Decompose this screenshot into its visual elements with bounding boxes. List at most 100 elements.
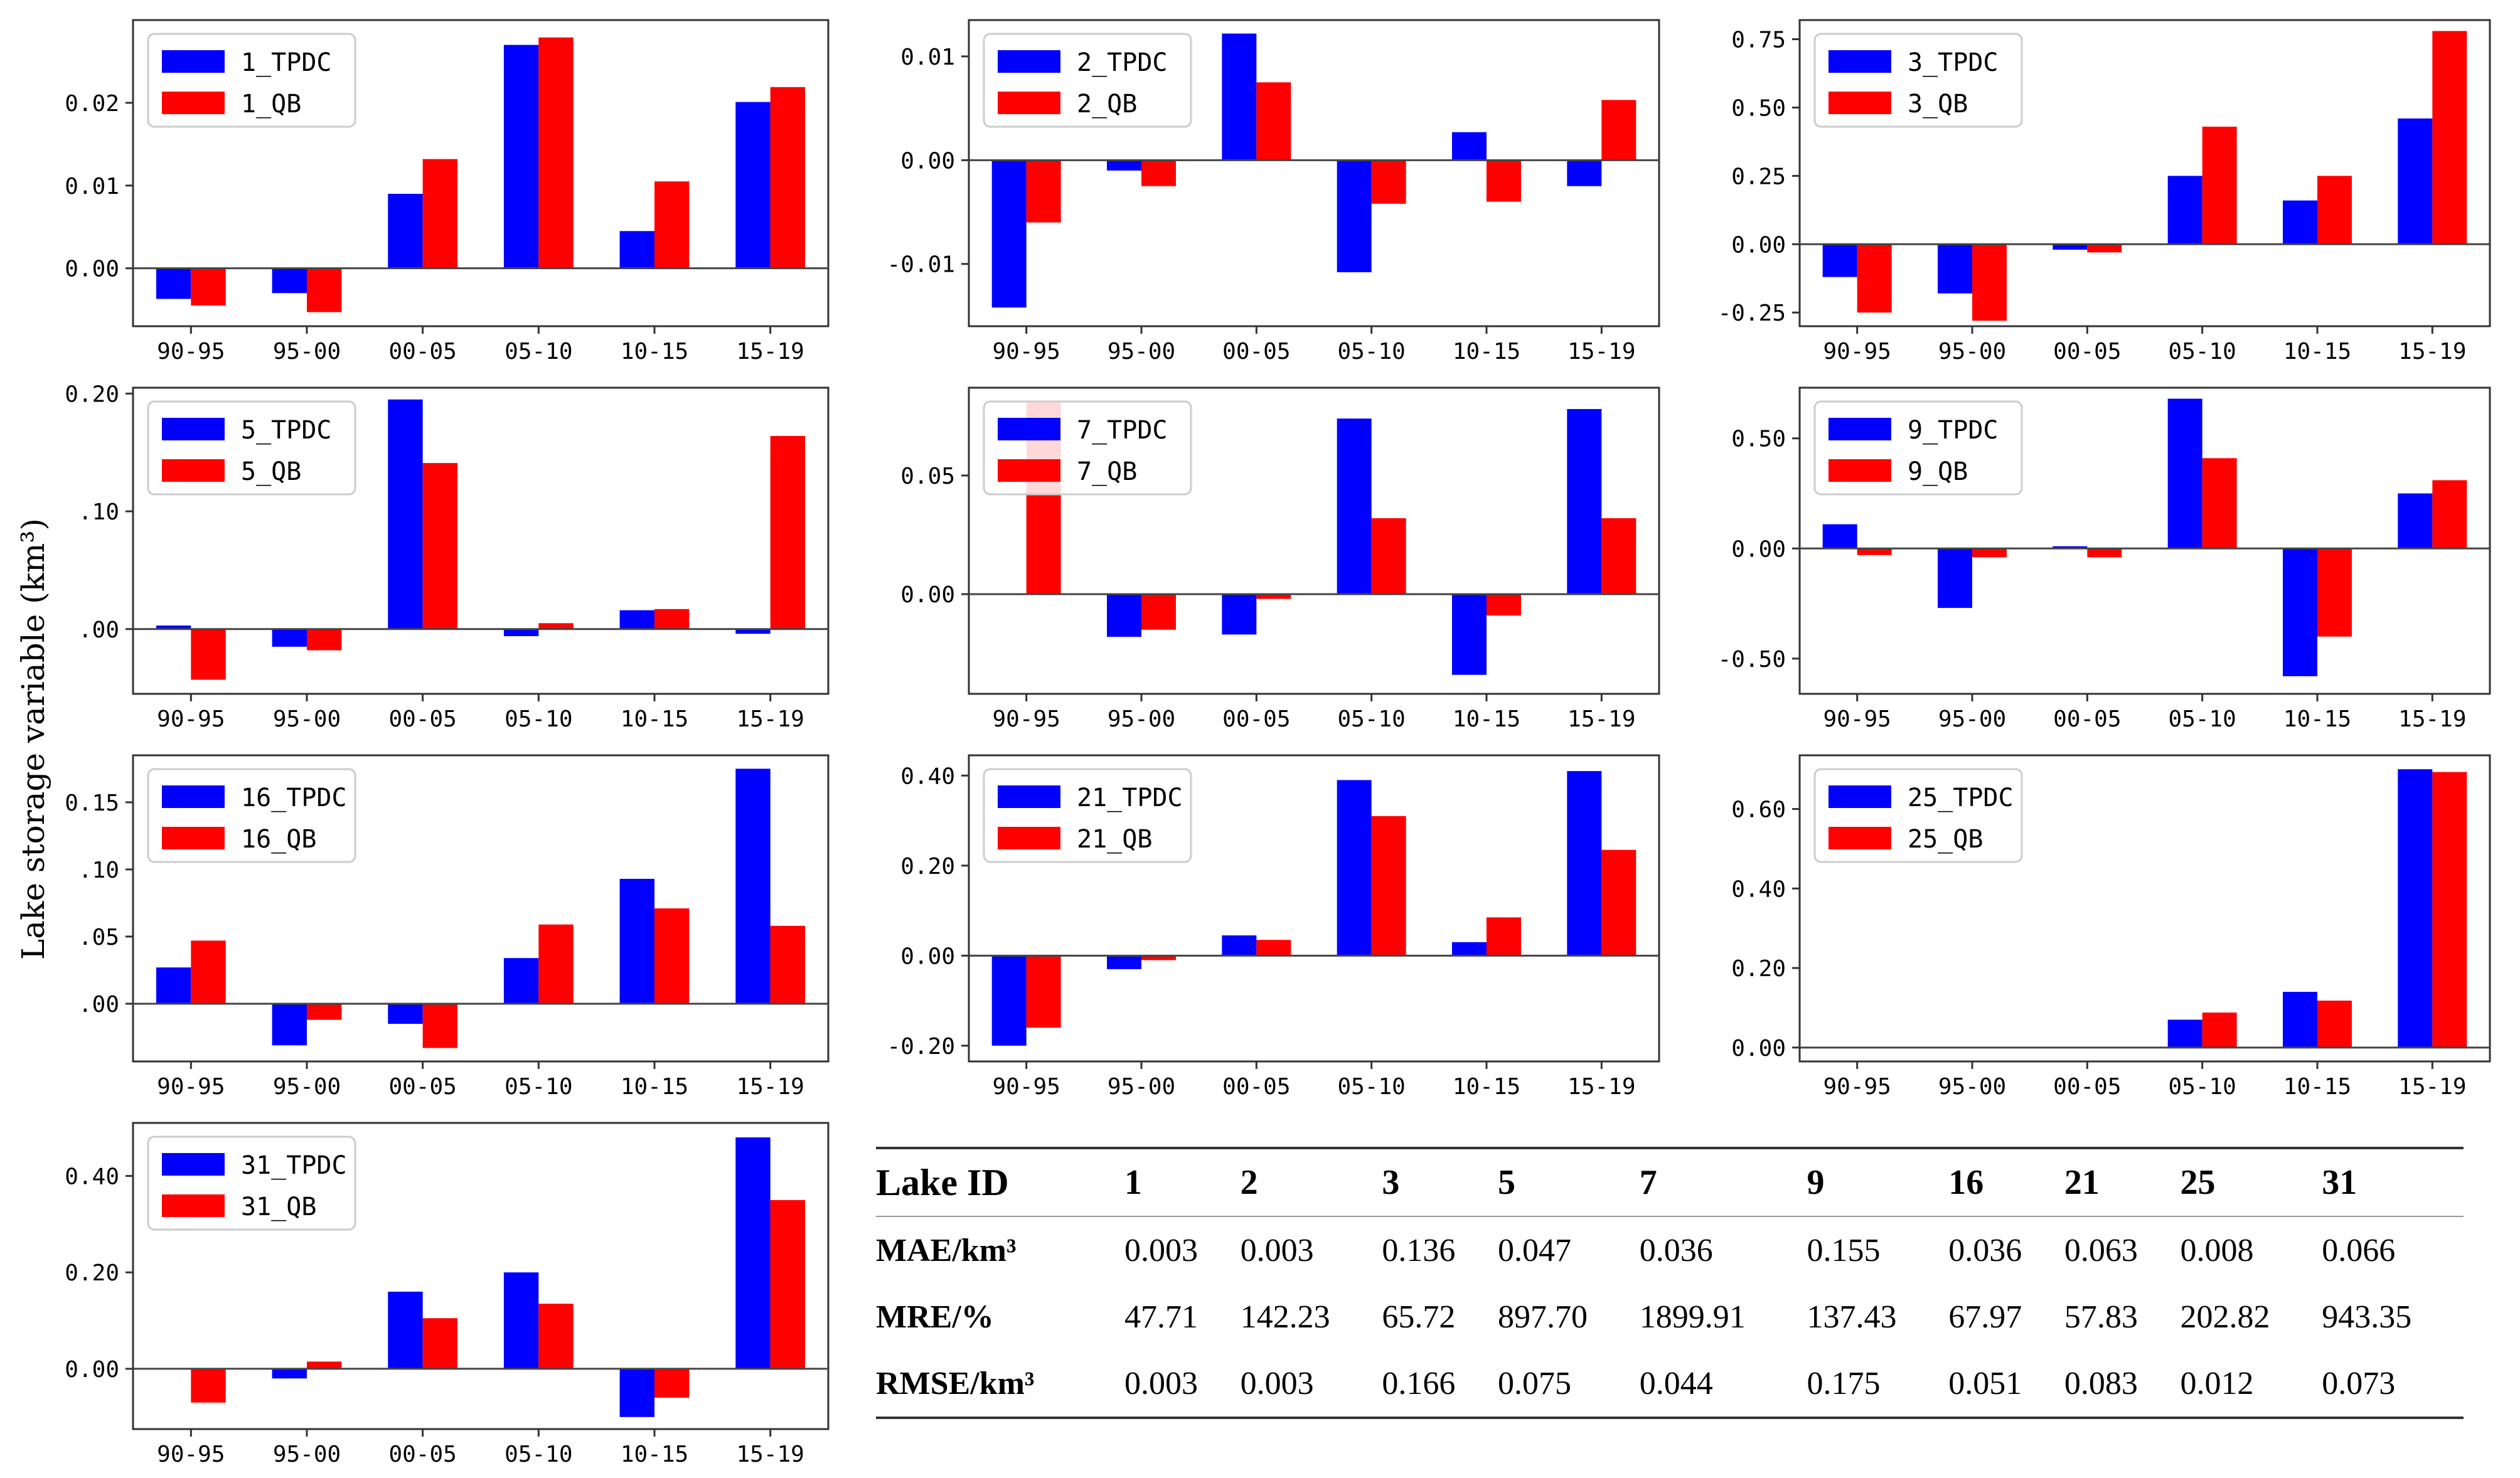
lake-id-header: 31 xyxy=(2322,1163,2357,1202)
x-tick-label: 90-95 xyxy=(992,1074,1060,1100)
bar-31_QB-15-19 xyxy=(770,1199,806,1369)
y-tick-label: 0.75 xyxy=(1731,28,1786,53)
x-tick-label: 10-15 xyxy=(621,1074,688,1100)
bar-31_QB-95-00 xyxy=(307,1361,342,1369)
bar-5_TPDC-10-15 xyxy=(619,610,654,629)
x-tick-label: 90-95 xyxy=(157,1442,225,1467)
x-tick-label: 95-00 xyxy=(273,706,341,732)
bar-25_QB-10-15 xyxy=(2317,1001,2352,1048)
x-tick-label: 95-00 xyxy=(1108,1074,1175,1100)
legend-label: 5_QB xyxy=(241,457,301,486)
y-tick-label: .00 xyxy=(78,992,119,1018)
y-tick-label: .00 xyxy=(78,617,119,643)
y-tick-label: 0.20 xyxy=(65,1260,119,1286)
legend-swatch xyxy=(998,785,1060,808)
plot-frame xyxy=(1798,19,2491,327)
x-tick-label: 00-05 xyxy=(1222,706,1290,732)
table-cell: 0.003 xyxy=(1124,1365,1198,1401)
x-tick-label: 00-05 xyxy=(1222,1074,1290,1100)
x-tick-label: 05-10 xyxy=(2168,339,2236,364)
bar-1_TPDC-15-19 xyxy=(735,102,771,268)
bar-9_TPDC-95-00 xyxy=(1938,548,1972,609)
legend-swatch xyxy=(162,827,225,849)
bar-16_QB-10-15 xyxy=(654,908,690,1004)
legend-label: 7_TPDC xyxy=(1077,416,1168,445)
legend-label: 7_QB xyxy=(1077,457,1137,486)
legend-swatch xyxy=(162,1153,225,1176)
bar-7_QB-10-15 xyxy=(1487,594,1521,616)
x-tick-label: 00-05 xyxy=(2053,706,2121,732)
bar-16_TPDC-95-00 xyxy=(272,1003,307,1046)
table-cell: 0.066 xyxy=(2322,1232,2396,1268)
bar-7_QB-15-19 xyxy=(1601,518,1636,595)
y-tick-label: 0.00 xyxy=(900,944,955,969)
legend-swatch xyxy=(1829,459,1891,482)
bar-3_TPDC-15-19 xyxy=(2398,118,2433,245)
bar-3_TPDC-95-00 xyxy=(1938,244,1972,294)
x-tick-label: 00-05 xyxy=(388,1442,456,1467)
legend-swatch xyxy=(998,92,1060,114)
x-tick-label: 90-95 xyxy=(1823,706,1891,732)
table-header-row: Lake ID 1 2 3 5 7 9 16 21 25 31 xyxy=(876,1148,2464,1216)
bar-21_QB-90-95 xyxy=(1026,955,1061,1028)
x-tick-label: 05-10 xyxy=(2168,1074,2236,1100)
bar-21_TPDC-00-05 xyxy=(1222,935,1257,956)
bar-1_QB-00-05 xyxy=(422,159,458,268)
bar-16_TPDC-90-95 xyxy=(156,967,191,1004)
bar-1_QB-10-15 xyxy=(654,181,690,268)
table-cell: 57.83 xyxy=(2064,1299,2138,1335)
bar-25_QB-15-19 xyxy=(2432,772,2467,1048)
chart-panel-lake-5: 90-95 95-00 00-05 05-10 10-15 15-19 .00 .10 0.20… xyxy=(65,381,830,732)
y-tick-label: 0.05 xyxy=(900,464,955,489)
bar-16_QB-15-19 xyxy=(770,925,806,1004)
y-tick-label: 0.40 xyxy=(65,1164,119,1190)
legend-swatch xyxy=(998,50,1060,73)
x-tick-label: 00-05 xyxy=(2053,339,2121,364)
table-cell: 67.97 xyxy=(1948,1299,2022,1335)
bar-3_QB-10-15 xyxy=(2317,176,2352,245)
lake-id-header: 1 xyxy=(1124,1163,1142,1202)
legend-swatch xyxy=(162,785,225,808)
y-tick-label: 0.00 xyxy=(1731,232,1786,258)
bar-5_TPDC-00-05 xyxy=(388,399,423,629)
y-tick-label: 0.15 xyxy=(65,790,119,816)
y-tick-label: 0.40 xyxy=(900,763,955,789)
legend-label: 1_QB xyxy=(241,90,301,119)
x-tick-label: 10-15 xyxy=(2283,1074,2351,1100)
bar-3_QB-00-05 xyxy=(2087,244,2122,253)
bar-2_QB-00-05 xyxy=(1256,82,1291,161)
bar-1_TPDC-95-00 xyxy=(272,268,307,294)
table-cell: 0.175 xyxy=(1807,1365,1881,1401)
plot-frame xyxy=(132,19,830,327)
x-tick-label: 00-05 xyxy=(388,706,456,732)
x-tick-label: 05-10 xyxy=(505,706,572,732)
table-cell: 65.72 xyxy=(1382,1299,1456,1335)
bar-31_QB-05-10 xyxy=(538,1304,574,1369)
plot-frame xyxy=(968,386,1660,695)
x-tick-label: 90-95 xyxy=(1823,339,1891,364)
table-cell: 0.044 xyxy=(1639,1365,1713,1401)
legend-label: 3_TPDC xyxy=(1908,48,1999,77)
bar-2_TPDC-05-10 xyxy=(1337,160,1372,272)
x-tick-label: 05-10 xyxy=(1337,1074,1405,1100)
y-tick-label: 0.00 xyxy=(900,148,955,174)
x-tick-label: 05-10 xyxy=(1337,339,1405,364)
x-tick-label: 00-05 xyxy=(388,1074,456,1100)
bar-21_QB-10-15 xyxy=(1487,917,1521,956)
x-tick-label: 15-19 xyxy=(2398,706,2466,732)
table-cell: 0.166 xyxy=(1382,1365,1456,1401)
bar-2_TPDC-15-19 xyxy=(1567,160,1602,186)
plot-frame xyxy=(968,19,1660,327)
y-tick-label: .10 xyxy=(78,858,119,883)
bar-16_QB-95-00 xyxy=(307,1003,342,1020)
bar-5_TPDC-05-10 xyxy=(503,629,539,637)
legend-label: 2_TPDC xyxy=(1077,48,1168,77)
bar-16_TPDC-00-05 xyxy=(388,1003,423,1024)
y-tick-label: 0.00 xyxy=(1731,1036,1786,1061)
bar-1_TPDC-00-05 xyxy=(388,193,423,268)
chart-panel-lake-25: 90-95 95-00 00-05 05-10 10-15 15-19 0.00 0.20 0.… xyxy=(1731,754,2491,1100)
table-cell: 0.003 xyxy=(1124,1232,1198,1268)
legend-swatch xyxy=(162,459,225,482)
x-tick-label: 00-05 xyxy=(1222,339,1290,364)
